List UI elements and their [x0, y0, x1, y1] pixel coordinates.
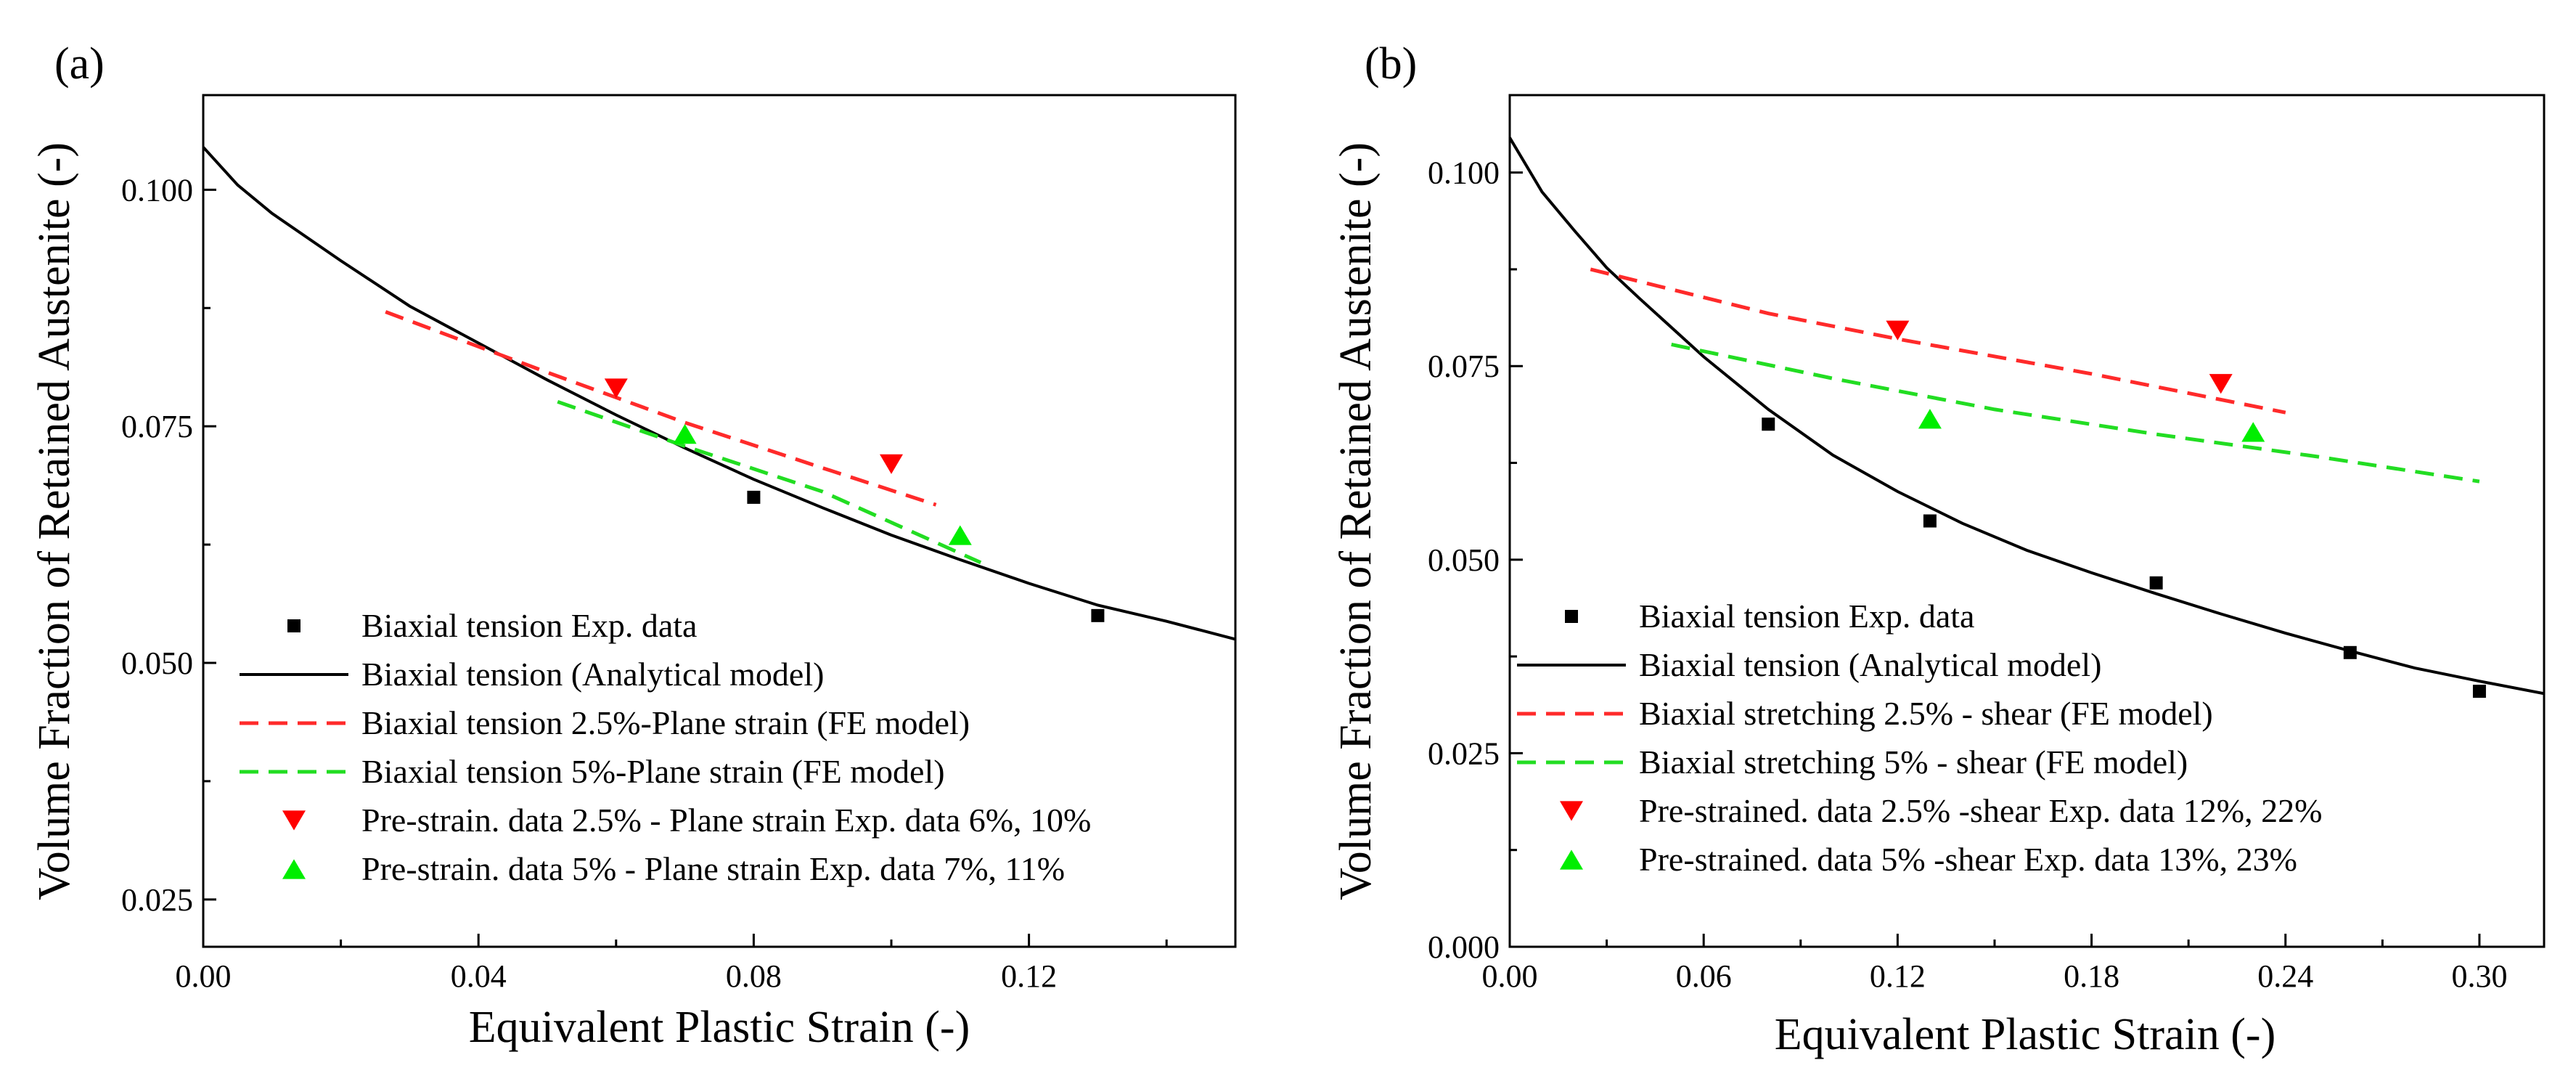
- series-line-a-1: [203, 146, 1235, 641]
- x-axis-title-b: Equivalent Plastic Strain (-): [1775, 1010, 2276, 1059]
- series-line-a-2: [385, 310, 937, 507]
- legend-label-a-5: Pre-strain. data 5% - Plane strain Exp. …: [361, 850, 1065, 887]
- y-tick-label-b-4: 0.100: [1428, 155, 1500, 191]
- x-tick-label-b-5: 0.30: [2451, 958, 2507, 994]
- legend-a: Biaxial tension Exp. data Biaxial tension…: [240, 607, 1091, 887]
- x-tick-label-a-0: 0.00: [176, 958, 232, 994]
- data-point-a-4-1: [880, 454, 903, 474]
- legend-symbol-b-5: [1560, 849, 1583, 870]
- x-tick-label-a-1: 0.04: [451, 958, 507, 994]
- chart-panel-a: (a) 0.00 0.04 0.08 0.12 0.025 0.050 0.075 0.100 E…: [30, 39, 1237, 1052]
- series-line-b-2: [1590, 267, 2286, 415]
- data-layer-b: [1510, 136, 2544, 698]
- x-tick-label-a-2: 0.08: [726, 958, 782, 994]
- legend-label-a-1: Biaxial tension (Analytical model): [361, 656, 824, 693]
- data-point-b-0-2: [2149, 576, 2163, 590]
- y-tick-label-b-2: 0.050: [1428, 542, 1500, 578]
- y-tick-label-b-3: 0.075: [1428, 349, 1500, 384]
- legend-label-a-3: Biaxial tension 5%-Plane strain (FE mode…: [361, 753, 945, 790]
- data-point-b-4-1: [2209, 374, 2233, 394]
- data-point-b-0-4: [2472, 685, 2486, 698]
- data-point-b-4-0: [1886, 320, 1910, 341]
- data-point-a-4-0: [604, 378, 628, 399]
- x-tick-label-b-1: 0.06: [1676, 958, 1732, 994]
- legend-label-a-0: Biaxial tension Exp. data: [361, 607, 697, 644]
- y-axis-title-b: Volume Fraction of Retained Austenite (-…: [1331, 142, 1381, 900]
- x-tick-label-b-2: 0.12: [1870, 958, 1926, 994]
- y-tick-label-a-2: 0.075: [121, 409, 193, 444]
- legend-label-b-5: Pre-strained. data 5% -shear Exp. data 1…: [1639, 841, 2297, 878]
- y-tick-label-a-0: 0.025: [121, 882, 193, 918]
- data-point-a-5-1: [948, 525, 972, 545]
- chart-panel-b: (b) 0.00 0.06 0.12 0.18 0.24 0.30 0.000 0.025 0.0…: [1331, 39, 2546, 1059]
- data-point-b-5-0: [1918, 409, 1942, 429]
- panel-label-a: (a): [54, 39, 105, 89]
- series-line-a-3: [557, 399, 982, 565]
- panel-label-b: (b): [1365, 39, 1417, 89]
- y-tick-label-a-3: 0.100: [121, 172, 193, 208]
- data-point-a-5-0: [673, 423, 697, 444]
- y-tick-label-a-1: 0.050: [121, 645, 193, 681]
- legend-label-b-1: Biaxial tension (Analytical model): [1639, 646, 2101, 683]
- data-layer-a: [203, 146, 1235, 641]
- legend-label-b-0: Biaxial tension Exp. data: [1639, 598, 1974, 635]
- x-tick-label-b-4: 0.24: [2257, 958, 2313, 994]
- legend-symbol-b-4: [1560, 801, 1583, 821]
- series-line-b-1: [1510, 136, 2544, 696]
- x-axis-title-a: Equivalent Plastic Strain (-): [469, 1003, 970, 1052]
- legend-symbol-a-4: [282, 810, 306, 831]
- plot-frame-a: [202, 94, 1237, 948]
- data-point-b-0-0: [1762, 417, 1775, 431]
- data-point-a-0-1: [1091, 608, 1105, 622]
- x-tick-label-a-3: 0.12: [1001, 958, 1057, 994]
- y-axis-title-a: Volume Fraction of Retained Austenite (-…: [30, 142, 79, 900]
- legend-label-a-4: Pre-strain. data 2.5% - Plane strain Exp…: [361, 802, 1091, 839]
- legend-label-b-4: Pre-strained. data 2.5% -shear Exp. data…: [1639, 792, 2322, 829]
- legend-label-b-3: Biaxial stretching 5% - shear (FE model): [1639, 743, 2188, 781]
- data-point-a-0-0: [747, 490, 761, 504]
- legend-symbol-b-0: [1565, 610, 1578, 623]
- legend-label-b-2: Biaxial stretching 2.5% - shear (FE mode…: [1639, 695, 2213, 732]
- plot-frame-b: [1508, 94, 2546, 948]
- y-tick-label-b-1: 0.025: [1428, 735, 1500, 771]
- legend-label-a-2: Biaxial tension 2.5%-Plane strain (FE mo…: [361, 704, 970, 741]
- data-point-b-0-1: [1923, 514, 1937, 528]
- x-tick-label-b-3: 0.18: [2064, 958, 2119, 994]
- data-point-b-5-1: [2241, 422, 2265, 442]
- y-tick-label-b-0: 0.000: [1428, 929, 1500, 965]
- legend-symbol-a-0: [287, 619, 300, 632]
- series-line-b-3: [1671, 342, 2480, 484]
- legend-symbol-a-5: [282, 859, 306, 879]
- legend-b: Biaxial tension Exp. data Biaxial tension…: [1517, 598, 2322, 878]
- x-tick-label-b-0: 0.00: [1482, 958, 1538, 994]
